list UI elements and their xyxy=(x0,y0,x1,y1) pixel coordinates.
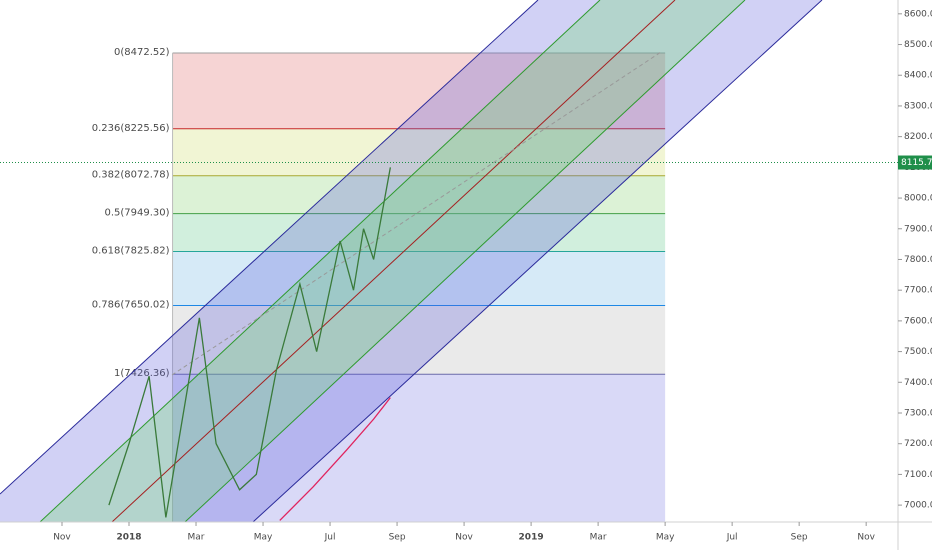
fib-label: 0.786(7650.02) xyxy=(92,300,170,311)
y-tick-label: 7200.00 xyxy=(904,439,932,449)
y-tick-label: 8500.00 xyxy=(904,40,932,50)
x-tick-label: Jul xyxy=(324,533,336,543)
channel-median xyxy=(111,0,676,522)
channel-line xyxy=(252,0,823,522)
channel-band xyxy=(0,0,822,522)
price-line xyxy=(108,167,392,518)
y-tick-label: 8300.00 xyxy=(904,101,932,111)
channel xyxy=(0,0,823,522)
y-tick-label: 7000.00 xyxy=(904,501,932,511)
y-tick-label: 7100.00 xyxy=(904,470,932,480)
fib-label: 0.236(8225.56) xyxy=(92,123,170,134)
channel-line xyxy=(184,0,746,522)
y-tick-label: 8600.00 xyxy=(904,9,932,19)
fib-zone xyxy=(172,213,666,252)
x-tick-label: Mar xyxy=(590,533,607,543)
x-tick-label: Sep xyxy=(389,533,406,543)
y-tick-label: 7600.00 xyxy=(904,316,932,326)
x-tick-label: May xyxy=(656,533,675,543)
fib-label: 0.618(7825.82) xyxy=(92,246,170,257)
fib-label: 1(7426.36) xyxy=(114,368,170,379)
y-tick-label: 7900.00 xyxy=(904,224,932,234)
x-tick-label: Mar xyxy=(188,533,205,543)
x-tick-label: Nov xyxy=(857,533,875,543)
y-tick-label: 7400.00 xyxy=(904,378,932,388)
y-tick-label: 7500.00 xyxy=(904,347,932,357)
y-tick-label: 7700.00 xyxy=(904,286,932,296)
price-line xyxy=(279,397,391,521)
x-tick-label: Sep xyxy=(791,533,808,543)
fib-label: 0(8472.52) xyxy=(114,47,170,58)
channel-line xyxy=(39,0,601,522)
x-tick-label: Jul xyxy=(726,533,738,543)
channel-line xyxy=(0,0,539,495)
y-tick-label: 8400.00 xyxy=(904,71,932,81)
x-tick-label: Nov xyxy=(53,533,71,543)
fib-zone xyxy=(172,52,666,129)
fib-zone xyxy=(172,175,666,214)
x-tick-label: Nov xyxy=(455,533,473,543)
fib-zone xyxy=(172,374,666,522)
y-tick-label: 8200.00 xyxy=(904,132,932,142)
x-tick-label: May xyxy=(254,533,273,543)
y-tick-label: 7800.00 xyxy=(904,255,932,265)
fib-zone xyxy=(172,305,666,375)
fib-zones: 0(8472.52) 0.236(8225.56) 0.382(8072.78) 0.… xyxy=(92,47,666,522)
channel-inner-band xyxy=(40,0,745,522)
price-label-box xyxy=(898,155,932,170)
fib-label: 0.382(8072.78) xyxy=(92,170,170,181)
x-tick-label: 2019 xyxy=(519,533,544,543)
x-tick-label: 2018 xyxy=(116,533,141,543)
y-tick-label: 8000.00 xyxy=(904,194,932,204)
fib-label: 0.5(7949.30) xyxy=(105,208,170,219)
fib-zone xyxy=(172,128,666,176)
y-tick-label: 7300.00 xyxy=(904,408,932,418)
price-label: 8115.73 xyxy=(901,158,932,168)
